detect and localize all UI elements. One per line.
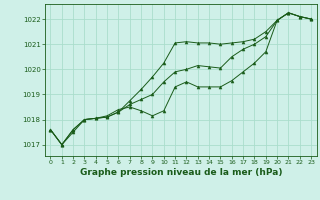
X-axis label: Graphe pression niveau de la mer (hPa): Graphe pression niveau de la mer (hPa) <box>80 168 282 177</box>
